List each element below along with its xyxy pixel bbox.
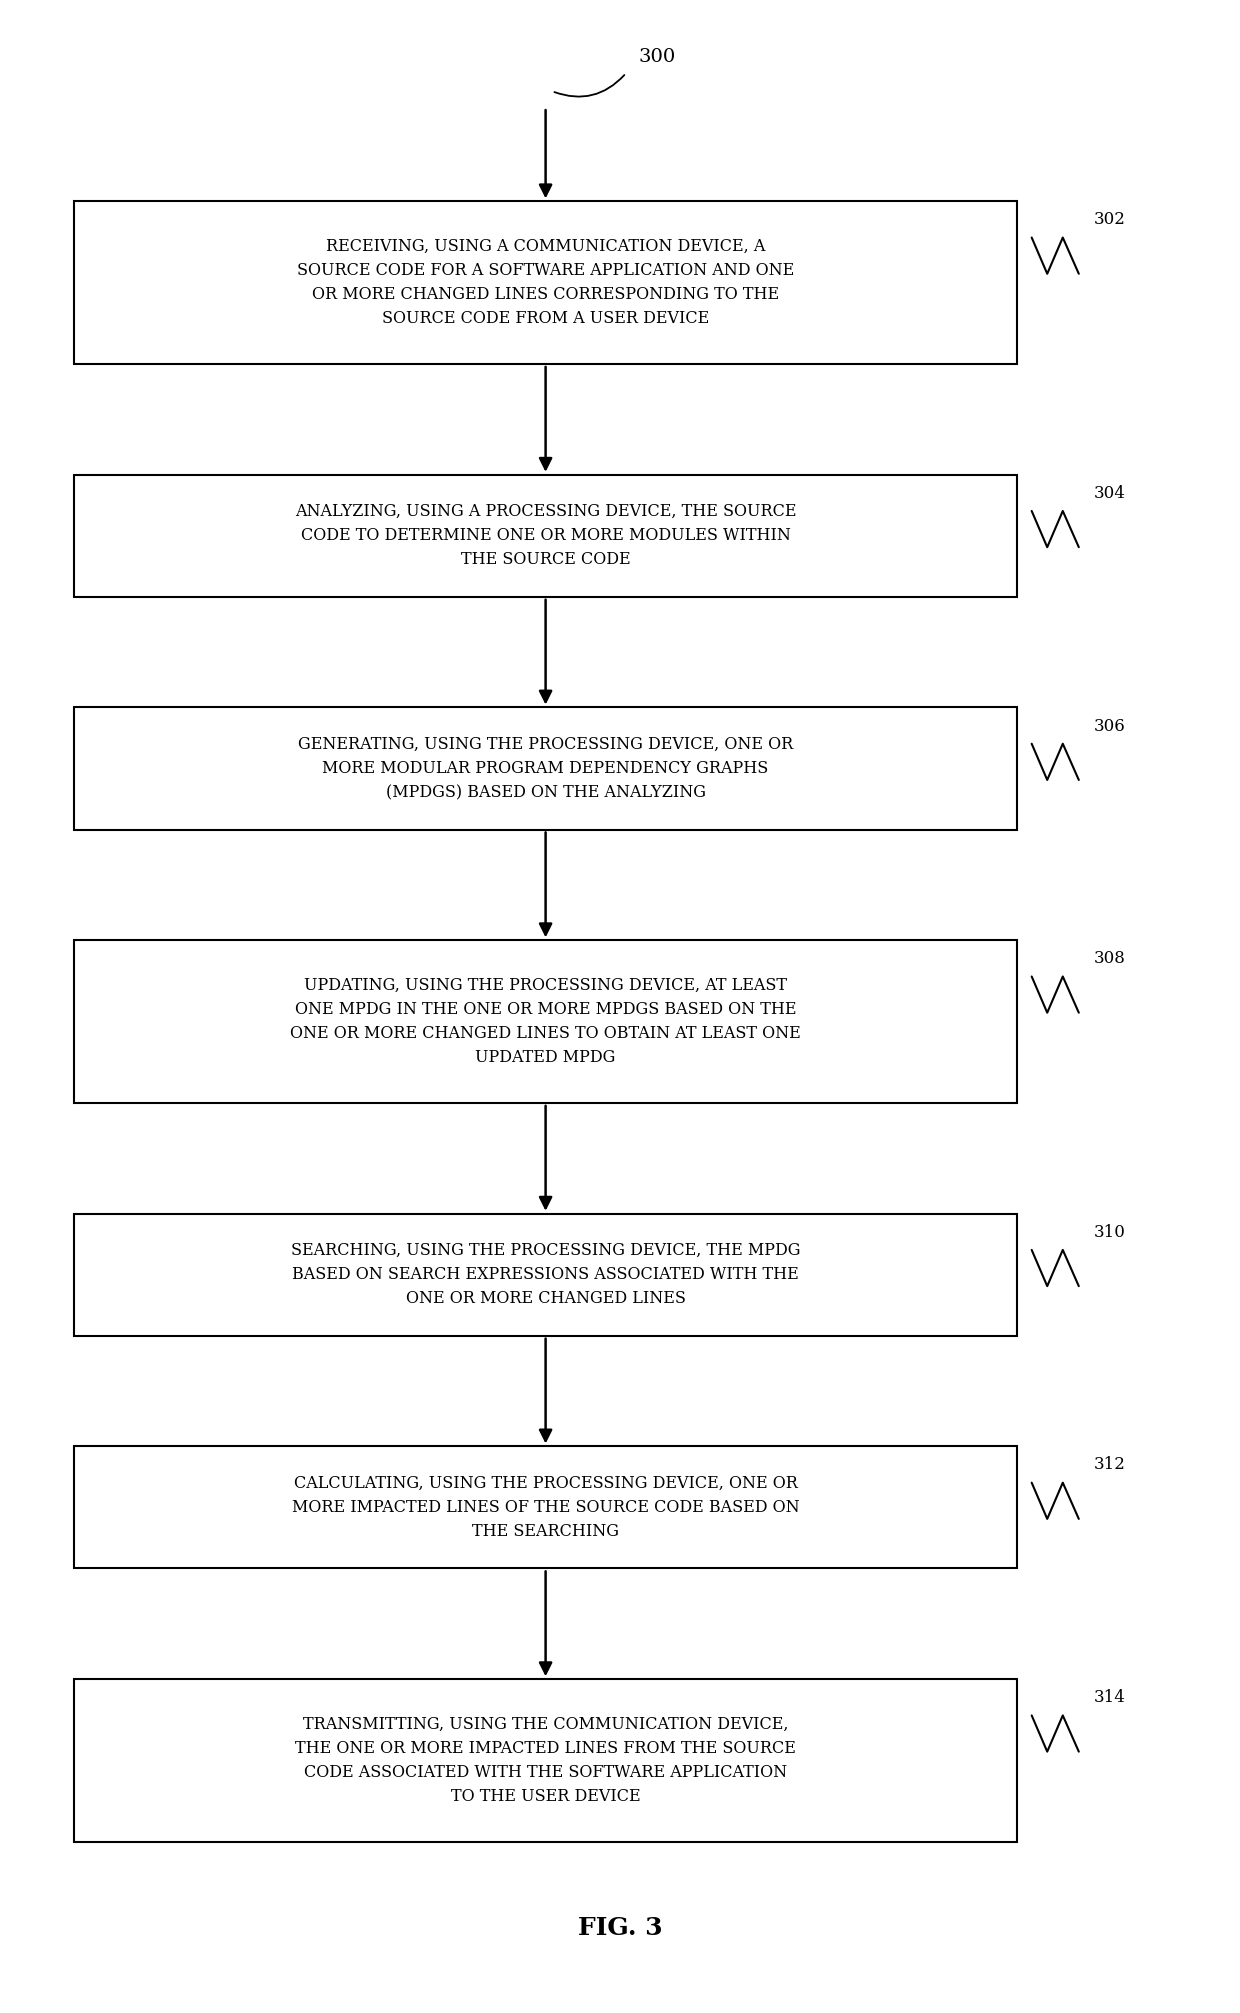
Text: 300: 300 bbox=[639, 48, 676, 66]
Text: 308: 308 bbox=[1094, 950, 1126, 968]
Text: RECEIVING, USING A COMMUNICATION DEVICE, A
SOURCE CODE FOR A SOFTWARE APPLICATIO: RECEIVING, USING A COMMUNICATION DEVICE,… bbox=[296, 238, 795, 328]
Bar bbox=[74, 201, 1017, 364]
Text: 314: 314 bbox=[1094, 1689, 1126, 1707]
Text: CALCULATING, USING THE PROCESSING DEVICE, ONE OR
MORE IMPACTED LINES OF THE SOUR: CALCULATING, USING THE PROCESSING DEVICE… bbox=[291, 1476, 800, 1540]
Text: 304: 304 bbox=[1094, 485, 1126, 501]
Text: 302: 302 bbox=[1094, 211, 1126, 227]
Text: GENERATING, USING THE PROCESSING DEVICE, ONE OR
MORE MODULAR PROGRAM DEPENDENCY : GENERATING, USING THE PROCESSING DEVICE,… bbox=[298, 737, 794, 801]
Text: FIG. 3: FIG. 3 bbox=[578, 1916, 662, 1941]
Text: ANALYZING, USING A PROCESSING DEVICE, THE SOURCE
CODE TO DETERMINE ONE OR MORE M: ANALYZING, USING A PROCESSING DEVICE, TH… bbox=[295, 503, 796, 568]
Text: UPDATING, USING THE PROCESSING DEVICE, AT LEAST
ONE MPDG IN THE ONE OR MORE MPDG: UPDATING, USING THE PROCESSING DEVICE, A… bbox=[290, 976, 801, 1067]
Text: TRANSMITTING, USING THE COMMUNICATION DEVICE,
THE ONE OR MORE IMPACTED LINES FRO: TRANSMITTING, USING THE COMMUNICATION DE… bbox=[295, 1715, 796, 1806]
Bar bbox=[74, 1447, 1017, 1568]
Bar bbox=[74, 940, 1017, 1103]
Text: 310: 310 bbox=[1094, 1224, 1126, 1240]
Text: SEARCHING, USING THE PROCESSING DEVICE, THE MPDG
BASED ON SEARCH EXPRESSIONS ASS: SEARCHING, USING THE PROCESSING DEVICE, … bbox=[291, 1242, 800, 1306]
Text: 306: 306 bbox=[1094, 717, 1126, 735]
Bar bbox=[74, 707, 1017, 829]
Bar bbox=[74, 1214, 1017, 1337]
Bar bbox=[74, 1679, 1017, 1842]
Text: 312: 312 bbox=[1094, 1457, 1126, 1474]
Bar bbox=[74, 475, 1017, 596]
